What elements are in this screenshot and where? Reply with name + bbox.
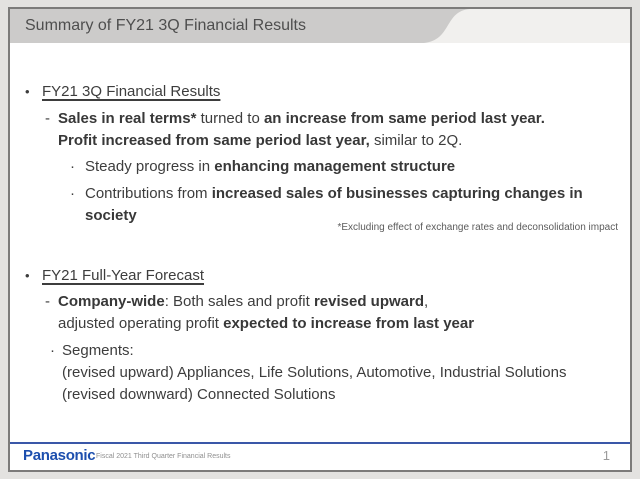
footnote-exchange-rates: *Excluding effect of exchange rates and … — [337, 222, 618, 233]
section-heading: FY21 3Q Financial Results — [42, 83, 221, 100]
page-number: 1 — [602, 448, 610, 463]
slide: Summary of FY21 3Q Financial Results • F… — [8, 7, 632, 472]
footer-divider-line — [10, 442, 630, 444]
section-heading: FY21 Full-Year Forecast — [42, 267, 205, 284]
bullet-text: Company-wide: Both sales and profit revi… — [58, 293, 475, 332]
bullet-company-wide: - Company-wide: Both sales and profit re… — [45, 291, 474, 335]
dot-marker: · — [70, 185, 75, 202]
bullet-text: Segments: (revised upward) Appliances, Li… — [62, 342, 567, 403]
bullet-steady-progress: · Steady progress in enhancing managemen… — [70, 156, 455, 178]
dot-marker: · — [50, 342, 55, 359]
page-title: Summary of FY21 3Q Financial Results — [25, 17, 306, 34]
bullet-text: Steady progress in enhancing management … — [85, 158, 456, 175]
footer-caption: Fiscal 2021 Third Quarter Financial Resu… — [96, 453, 231, 460]
bullet-segments: · Segments: (revised upward) Appliances, … — [50, 340, 566, 406]
header-band: Summary of FY21 3Q Financial Results — [10, 9, 630, 43]
panasonic-logo: Panasonic — [23, 447, 96, 464]
dash-marker: - — [45, 110, 50, 127]
header-band-curve-decoration — [424, 9, 630, 43]
bullet-marker: • — [25, 84, 30, 99]
bullet-fy21-full-year-forecast-heading: • FY21 Full-Year Forecast — [25, 265, 204, 287]
bullet-marker: • — [25, 268, 30, 283]
bullet-text: Contributions from increased sales of bu… — [85, 185, 583, 224]
dash-marker: - — [45, 293, 50, 310]
bullet-contributions: · Contributions from increased sales of … — [70, 183, 583, 227]
bullet-sales-real-terms: - Sales in real terms* turned to an incr… — [45, 108, 545, 152]
bullet-fy21-3q-results-heading: • FY21 3Q Financial Results — [25, 81, 220, 103]
bullet-text: Sales in real terms* turned to an increa… — [58, 110, 545, 149]
dot-marker: · — [70, 158, 75, 175]
